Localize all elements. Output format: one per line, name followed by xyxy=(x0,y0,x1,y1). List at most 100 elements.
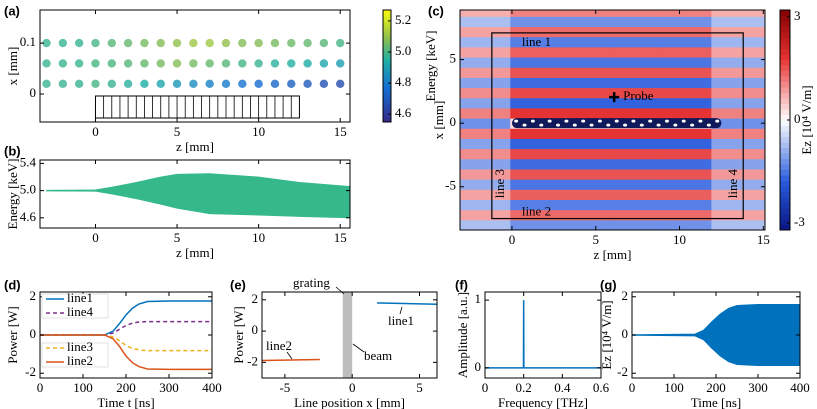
field-cell xyxy=(510,77,562,89)
x-tick-label: 15 xyxy=(334,124,347,139)
colorbar-step xyxy=(383,108,391,112)
field-cell xyxy=(510,97,562,109)
y-tick-label: 5 xyxy=(450,51,457,66)
field-cell xyxy=(610,209,662,221)
colorbar-step xyxy=(780,21,790,27)
particle xyxy=(254,79,263,89)
particle xyxy=(172,79,182,89)
field-cell xyxy=(460,219,511,231)
y-tick-label: -2 xyxy=(25,364,36,379)
colorbar-step xyxy=(383,38,391,42)
colorbar-step xyxy=(780,32,790,38)
colorbar-step xyxy=(780,158,790,165)
colorbar-step xyxy=(780,103,790,110)
y-tick-label: 0 xyxy=(450,114,457,129)
field-cell xyxy=(661,87,712,99)
field-cell xyxy=(460,138,511,150)
panel-label: (g) xyxy=(600,277,617,292)
particle xyxy=(254,38,263,48)
field-cell xyxy=(510,57,562,68)
colorbar-step xyxy=(780,76,790,82)
particle xyxy=(140,79,149,89)
colorbar-step xyxy=(383,96,391,101)
x-tick-label: 0.2 xyxy=(516,380,532,395)
field-cell xyxy=(661,36,712,48)
colorbar-step xyxy=(780,169,790,176)
field-cell xyxy=(560,10,612,17)
panel-label: (f) xyxy=(455,277,468,292)
x-tick-label: 0 xyxy=(629,380,636,395)
y-tick-label: 1 xyxy=(475,291,482,306)
x-axis-label: z [mm] xyxy=(176,245,214,260)
colorbar-step xyxy=(780,202,790,209)
particle xyxy=(336,59,345,68)
field-cell xyxy=(560,77,612,89)
line-box xyxy=(491,32,744,220)
field-cell xyxy=(661,46,712,58)
axes-box xyxy=(39,159,351,229)
colorbar-step xyxy=(383,24,391,28)
colorbar-step xyxy=(383,80,391,84)
particle xyxy=(319,38,329,48)
particle xyxy=(221,79,231,89)
x-axis-label: z [mm] xyxy=(176,139,214,154)
panel-label: (c) xyxy=(428,3,444,18)
colorbar-step xyxy=(383,18,391,22)
particle xyxy=(74,59,84,68)
colorbar-step xyxy=(383,12,391,17)
particle xyxy=(205,59,214,68)
field-cell xyxy=(661,107,712,119)
annotation: beam xyxy=(364,348,392,363)
y-axis-label: Energy [keV] xyxy=(5,159,20,230)
field-cell xyxy=(661,209,712,221)
y-tick-label: -5 xyxy=(445,178,456,193)
colorbar-step xyxy=(383,119,391,123)
field-cell xyxy=(510,26,562,38)
field-cell xyxy=(510,219,562,231)
particle xyxy=(58,38,68,48)
field-cell xyxy=(510,148,562,160)
field-cell xyxy=(711,36,766,48)
field-cell xyxy=(460,107,511,119)
colorbar-step xyxy=(780,81,790,88)
field-cell xyxy=(560,158,612,170)
particle xyxy=(270,79,280,89)
legend-box xyxy=(41,293,109,319)
x-tick-label: 100 xyxy=(664,380,684,395)
particle xyxy=(107,38,116,48)
field-cell xyxy=(460,97,511,109)
field-cell xyxy=(560,219,612,231)
grating-spot xyxy=(631,119,636,123)
field-cell xyxy=(661,189,712,200)
panel-label: (a) xyxy=(4,3,20,18)
colorbar-step xyxy=(383,99,391,103)
x-tick-label: 0 xyxy=(37,380,44,395)
y-tick-label: 5.4 xyxy=(20,154,37,169)
field-cell xyxy=(661,16,712,28)
particle xyxy=(254,59,263,68)
y-tick-label: 2 xyxy=(622,288,629,303)
particle xyxy=(140,59,149,68)
field-cell xyxy=(460,87,511,99)
x-tick-label: 5 xyxy=(174,230,181,245)
colorbar-step xyxy=(383,66,391,70)
axes-box xyxy=(459,9,766,231)
field-cell xyxy=(560,67,612,78)
label-pointer xyxy=(399,306,403,315)
legend-label: line4 xyxy=(67,304,93,319)
label-pointer xyxy=(335,286,345,295)
field-cell xyxy=(510,107,562,119)
colorbar-step xyxy=(383,91,391,95)
colorbar-step xyxy=(383,82,391,87)
field-cell xyxy=(460,158,511,170)
field-cell xyxy=(610,158,662,170)
field-cell xyxy=(460,36,511,48)
field-cell xyxy=(711,10,766,17)
x-axis-label: z [mm] xyxy=(594,247,632,262)
particle xyxy=(123,59,133,68)
y-axis-label: Ez [10⁴ V/m] xyxy=(599,300,614,369)
field-cell xyxy=(610,26,662,38)
field-cell xyxy=(510,199,562,211)
particle xyxy=(319,79,329,89)
field-cell xyxy=(460,118,511,129)
